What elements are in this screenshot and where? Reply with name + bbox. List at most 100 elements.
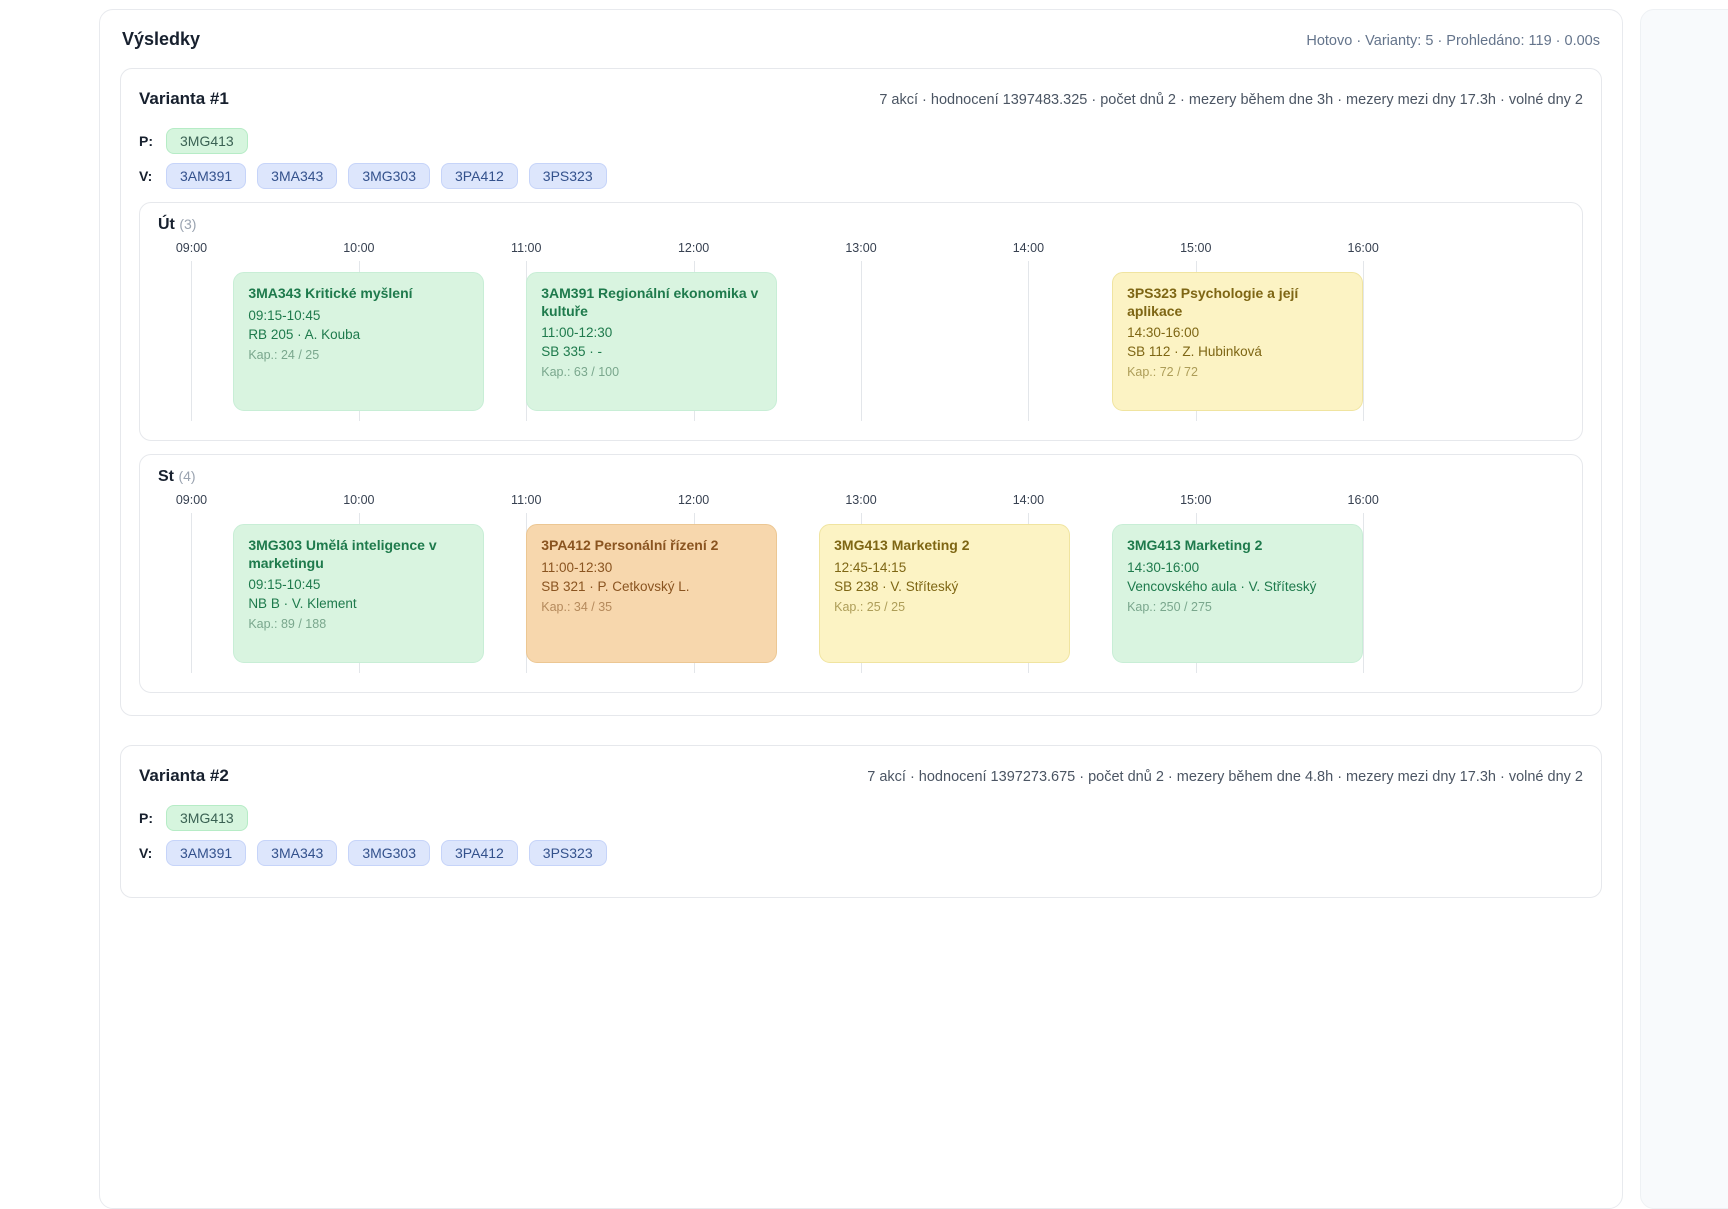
day-panel-wednesday: St (4) 09:00 10:00 11:00 12:00 13:00 14:…	[139, 454, 1583, 693]
event-capacity: Kap.: 72 / 72	[1127, 365, 1198, 380]
event-card[interactable]: 3MG413 Marketing 2 14:30-16:00 Vencovské…	[1112, 524, 1364, 663]
course-badge-elective: 3PS323	[528, 163, 607, 189]
event-time: 11:00-12:30	[541, 325, 613, 340]
results-title: Výsledky	[122, 29, 201, 49]
event-time: 12:45-14:15	[834, 559, 907, 575]
event-card[interactable]: 3MG303 Umělá inteligence v marketingu 09…	[233, 524, 485, 663]
time-label: 13:00	[845, 493, 877, 507]
day-header: Út (3)	[158, 216, 1564, 234]
primary-label: P:	[139, 810, 153, 826]
day-name: Út	[158, 216, 175, 233]
variant-header: Varianta #2 7 akcí · hodnocení 1397273.6…	[139, 766, 1583, 786]
event-place: NB B · V. Klement	[248, 596, 357, 612]
day-timeline-grid: 3MA343 Kritické myšlení 09:15-10:45 RB 2…	[158, 259, 1564, 421]
course-badge-primary: 3MG413	[166, 805, 248, 831]
course-badge-elective: 3MG303	[348, 840, 431, 866]
hour-gridline	[191, 261, 193, 421]
event-time: 09:15-10:45	[248, 577, 321, 592]
hour-gridline	[1363, 261, 1365, 421]
time-label: 09:00	[175, 493, 208, 507]
course-badge-primary: 3MG413	[166, 128, 248, 154]
event-capacity: Kap.: 63 / 100	[541, 365, 620, 380]
course-badge-elective: 3AM391	[166, 840, 247, 866]
variant-title: Varianta #2	[139, 766, 229, 785]
event-card[interactable]: 3PS323 Psychologie a její aplikace 14:30…	[1112, 272, 1364, 411]
day-name: St	[158, 468, 174, 485]
results-panel: Výsledky Hotovo · Varianty: 5 · Prohledá…	[99, 9, 1623, 1209]
adjacent-panel	[1640, 9, 1728, 1209]
event-place: RB 205 · A. Kouba	[248, 326, 361, 342]
event-title: 3MG413 Marketing 2	[834, 537, 970, 553]
event-place: Vencovského aula · V. Stříteský	[1127, 578, 1317, 594]
time-label: 10:00	[343, 241, 375, 255]
time-label: 16:00	[1347, 493, 1379, 507]
event-capacity: Kap.: 24 / 25	[248, 347, 320, 362]
event-card[interactable]: 3PA412 Personální řízení 2 11:00-12:30 S…	[526, 524, 778, 663]
event-time: 11:00-12:30	[541, 559, 613, 575]
event-capacity: Kap.: 25 / 25	[834, 599, 906, 614]
time-label: 09:00	[175, 241, 208, 255]
event-time: 09:15-10:45	[248, 307, 321, 323]
course-badge-elective: 3MA343	[257, 163, 338, 189]
variant-title: Varianta #1	[139, 89, 229, 108]
time-axis: 09:00 10:00 11:00 12:00 13:00 14:00 15:0…	[158, 493, 1564, 511]
time-label: 12:00	[677, 241, 710, 255]
event-capacity: Kap.: 89 / 188	[248, 617, 327, 632]
event-card[interactable]: 3MA343 Kritické myšlení 09:15-10:45 RB 2…	[233, 272, 485, 411]
elective-label: V:	[139, 168, 153, 184]
day-event-count: (4)	[178, 468, 196, 484]
time-axis: 09:00 10:00 11:00 12:00 13:00 14:00 15:0…	[158, 241, 1564, 259]
hour-gridline	[191, 513, 193, 673]
time-label: 10:00	[343, 493, 375, 507]
elective-label: V:	[139, 845, 153, 861]
event-title: 3MG303 Umělá inteligence v marketingu	[248, 537, 437, 571]
hour-gridline	[861, 261, 862, 421]
course-badge-elective: 3PA412	[441, 840, 518, 866]
time-label: 12:00	[677, 493, 710, 507]
event-title: 3PS323 Psychologie a její aplikace	[1127, 285, 1299, 319]
event-place: SB 335 · -	[541, 344, 603, 360]
variant-card-1: Varianta #1 7 akcí · hodnocení 1397483.3…	[120, 68, 1602, 716]
time-label: 16:00	[1347, 241, 1379, 255]
event-place: SB 112 · Z. Hubinková	[1127, 344, 1262, 360]
event-title: 3MG413 Marketing 2	[1127, 537, 1263, 553]
time-label: 11:00	[511, 493, 542, 507]
primary-courses-row: P: 3MG413	[139, 128, 1583, 154]
results-status: Hotovo · Varianty: 5 · Prohledáno: 119 ·…	[1306, 33, 1600, 49]
primary-courses-row: P: 3MG413	[139, 805, 1583, 831]
time-label: 11:00	[511, 241, 542, 255]
course-badge-elective: 3PA412	[441, 163, 518, 189]
variant-card-2: Varianta #2 7 akcí · hodnocení 1397273.6…	[120, 745, 1602, 898]
event-capacity: Kap.: 34 / 35	[541, 599, 613, 614]
variant-stats: 7 akcí · hodnocení 1397273.675 · počet d…	[867, 769, 1583, 785]
event-capacity: Kap.: 250 / 275	[1127, 599, 1212, 614]
variant-stats: 7 akcí · hodnocení 1397483.325 · počet d…	[879, 92, 1583, 108]
day-timeline-grid: 3MG303 Umělá inteligence v marketingu 09…	[158, 511, 1564, 673]
day-panel-tuesday: Út (3) 09:00 10:00 11:00 12:00 13:00 14:…	[139, 202, 1583, 441]
time-label: 15:00	[1180, 241, 1212, 255]
time-label: 13:00	[845, 241, 877, 255]
event-time: 14:30-16:00	[1127, 559, 1200, 575]
hour-gridline	[1028, 261, 1030, 421]
results-header: Výsledky Hotovo · Varianty: 5 · Prohledá…	[120, 29, 1602, 50]
course-badge-elective: 3AM391	[166, 163, 247, 189]
event-place: SB 238 · V. Stříteský	[834, 578, 959, 594]
day-header: St (4)	[158, 468, 1564, 486]
time-label: 14:00	[1012, 241, 1045, 255]
event-title: 3AM391 Regionální ekonomika v kultuře	[541, 285, 759, 319]
event-title: 3MA343 Kritické myšlení	[248, 285, 413, 301]
elective-courses-row: V: 3AM391 3MA343 3MG303 3PA412 3PS323	[139, 840, 1583, 866]
day-event-count: (3)	[179, 216, 197, 232]
course-badge-elective: 3MG303	[348, 163, 431, 189]
event-place: SB 321 · P. Cetkovský L.	[541, 578, 690, 594]
elective-courses-row: V: 3AM391 3MA343 3MG303 3PA412 3PS323	[139, 163, 1583, 189]
variant-header: Varianta #1 7 akcí · hodnocení 1397483.3…	[139, 89, 1583, 109]
time-label: 15:00	[1180, 493, 1212, 507]
hour-gridline	[1363, 513, 1365, 673]
event-time: 14:30-16:00	[1127, 325, 1200, 340]
event-card[interactable]: 3AM391 Regionální ekonomika v kultuře 11…	[526, 272, 778, 411]
event-card[interactable]: 3MG413 Marketing 2 12:45-14:15 SB 238 · …	[819, 524, 1071, 663]
event-title: 3PA412 Personální řízení 2	[541, 537, 719, 553]
course-badge-elective: 3PS323	[528, 840, 607, 866]
course-badge-elective: 3MA343	[257, 840, 338, 866]
